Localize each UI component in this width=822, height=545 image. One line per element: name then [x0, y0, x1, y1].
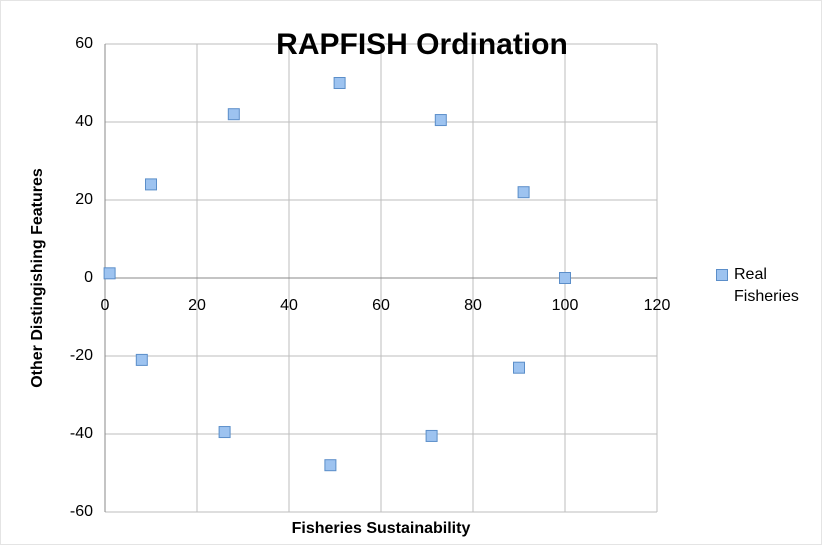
point [145, 178, 157, 191]
x-tick-label: 0 [101, 297, 110, 314]
marks [103, 77, 571, 472]
x-tick-label: 100 [552, 297, 579, 314]
x-tick-label: 120 [644, 297, 671, 314]
y-tick-label: 60 [75, 35, 93, 52]
x-tick-label: 40 [280, 297, 298, 314]
y-tick-label: 20 [75, 191, 93, 208]
x-tick-label: 20 [188, 297, 206, 314]
x-axis-label: Fisheries Sustainability [292, 520, 471, 537]
legend-swatch [716, 269, 728, 281]
point [333, 77, 346, 89]
point [425, 429, 438, 442]
point [227, 108, 240, 121]
point [218, 426, 231, 439]
legend-label: Real Fisheries [734, 266, 799, 305]
x-tick-label: 80 [464, 297, 482, 314]
grid [104, 43, 658, 513]
point [324, 459, 337, 472]
y-tick-label: 40 [75, 113, 93, 130]
y-tick-label: -20 [70, 347, 93, 364]
point [513, 361, 525, 374]
point [434, 114, 447, 127]
y-tick-label: -40 [70, 425, 93, 442]
point [103, 267, 116, 280]
point [517, 186, 530, 199]
point [135, 353, 148, 366]
legend: Real Fisheries [716, 264, 814, 308]
point [559, 272, 571, 284]
chart-title: RAPFISH Ordination [276, 28, 568, 61]
x-tick-label: 60 [372, 297, 390, 314]
y-axis-label: Other Distingishing Features [29, 168, 46, 388]
y-tick-label: -60 [70, 503, 93, 520]
y-tick-label: 0 [84, 269, 93, 286]
